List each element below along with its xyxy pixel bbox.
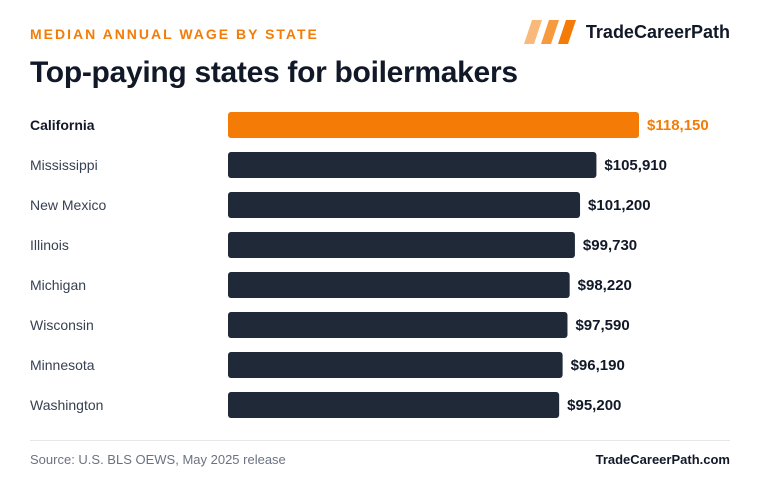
bar (228, 232, 575, 258)
value-label: $96,190 (571, 357, 625, 374)
category-label: Minnesota (30, 357, 95, 373)
category-label: Michigan (30, 277, 86, 293)
chart-title: Top-paying states for boilermakers (30, 56, 518, 89)
bar (228, 112, 639, 138)
value-label: $99,730 (583, 237, 637, 254)
bar-chart: California $118,150 Mississippi $105,910 New… (30, 112, 709, 418)
footer-site-name: TradeCareerPath.com (595, 452, 730, 467)
category-label: Wisconsin (30, 317, 94, 333)
stripes-logo-icon (523, 20, 576, 44)
chart-eyebrow: MEDIAN ANNUAL WAGE BY STATE (30, 26, 319, 42)
bar (228, 312, 568, 338)
category-label: Illinois (30, 237, 69, 253)
category-label: California (30, 117, 95, 133)
category-label: Mississippi (30, 157, 98, 173)
value-label: $95,200 (567, 397, 621, 414)
category-label: New Mexico (30, 197, 106, 213)
value-label: $105,910 (604, 157, 667, 174)
bar (228, 352, 563, 378)
bar (228, 192, 581, 218)
category-label: Washington (30, 397, 103, 413)
source-note: Source: U.S. BLS OEWS, May 2025 release (30, 452, 286, 467)
bar (228, 152, 597, 178)
footer-divider (30, 440, 730, 441)
value-label: $98,220 (578, 277, 632, 294)
bar (228, 272, 570, 298)
value-label: $101,200 (588, 197, 651, 214)
value-label: $118,150 (647, 117, 709, 134)
bar (228, 392, 560, 418)
value-label: $97,590 (575, 317, 629, 334)
brand-name: TradeCareerPath (585, 21, 730, 42)
brand: TradeCareerPath (523, 20, 730, 44)
